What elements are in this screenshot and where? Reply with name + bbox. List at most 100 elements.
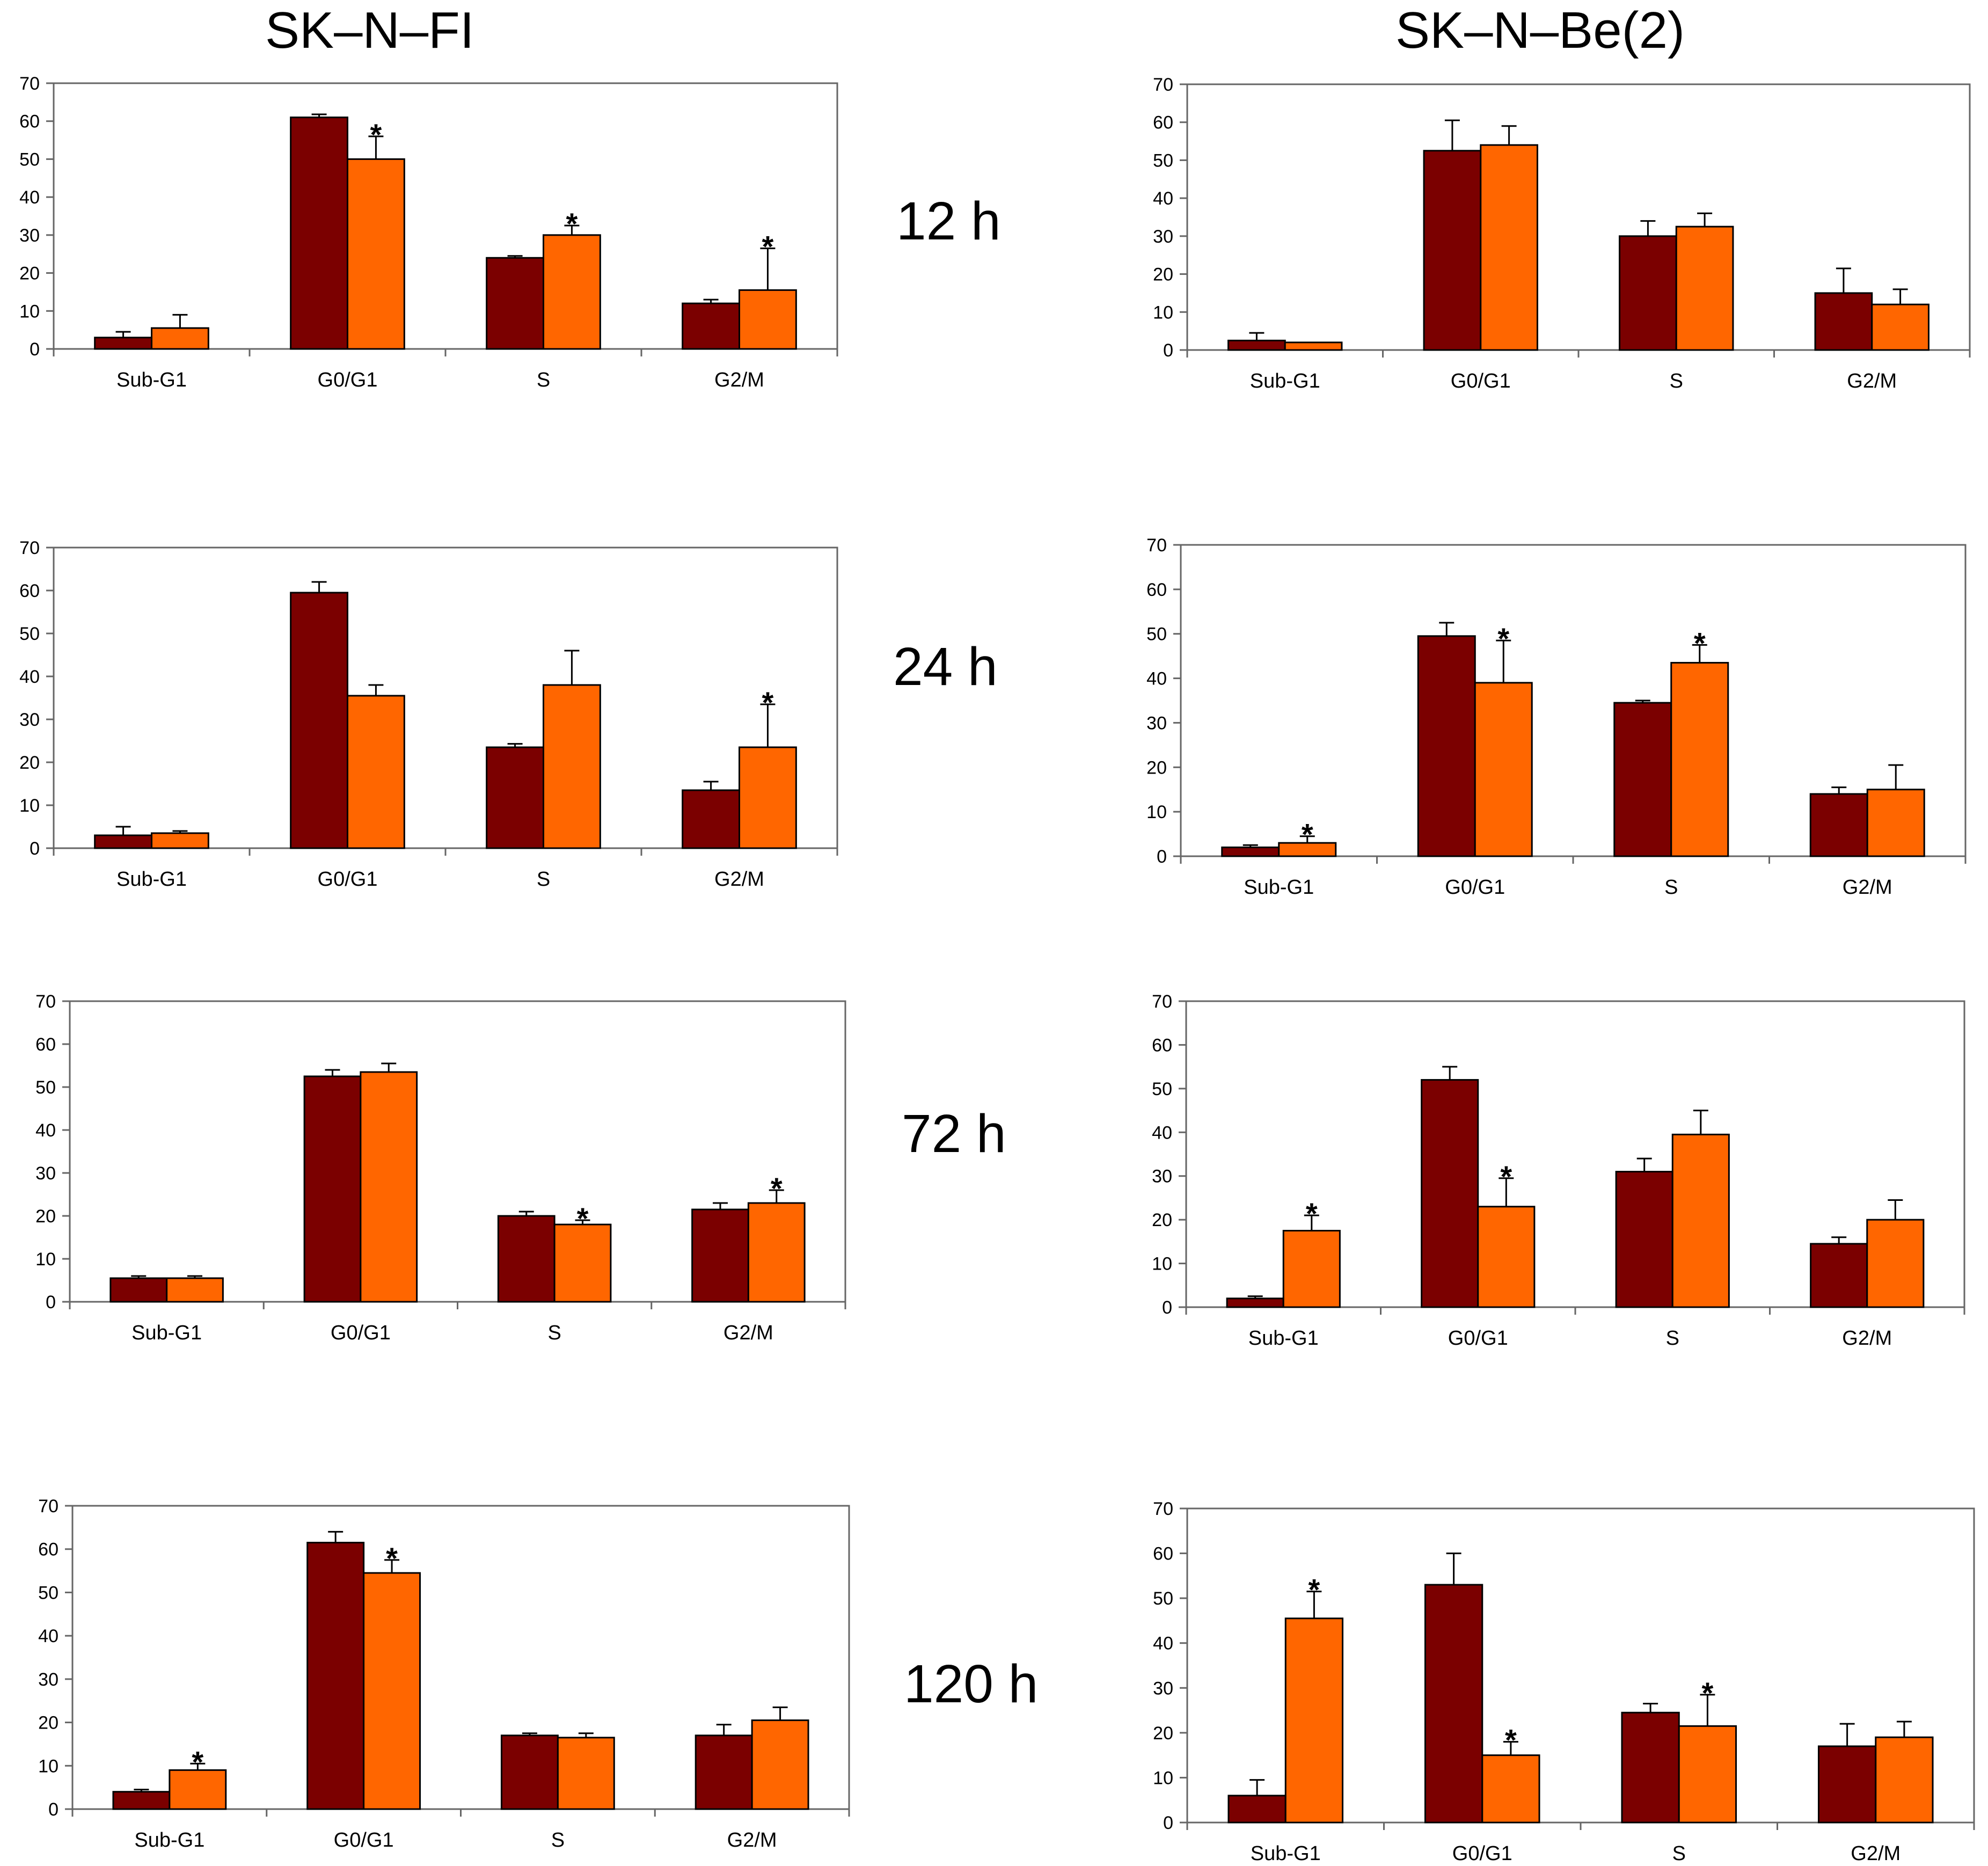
category-label-g0-g1: G0/G1 xyxy=(318,868,378,891)
time-label-72h: 72 h xyxy=(902,1104,1006,1164)
y-tick-label: 30 xyxy=(19,710,40,730)
y-tick-label: 0 xyxy=(46,1292,56,1313)
y-tick-label: 40 xyxy=(1146,669,1167,689)
category-label-g2-m: G2/M xyxy=(1847,370,1897,392)
y-tick-label: 0 xyxy=(48,1799,59,1820)
bar-treated-g2-m xyxy=(751,1719,809,1810)
category-label-s: S xyxy=(1664,876,1678,899)
bar-treated-g0-g1 xyxy=(347,695,405,849)
y-tick-label: 20 xyxy=(1153,265,1173,285)
y-tick-label: 10 xyxy=(1146,802,1167,822)
bar-control-g2-m xyxy=(1810,1243,1868,1308)
y-tick-label: 30 xyxy=(19,225,40,246)
y-tick-label: 70 xyxy=(19,74,40,94)
category-label-g2-m: G2/M xyxy=(1851,1842,1901,1865)
category-label-s: S xyxy=(537,868,550,891)
significance-mark-g2-m: * xyxy=(762,686,774,719)
y-tick-label: 60 xyxy=(35,1034,56,1055)
y-tick-label: 0 xyxy=(1162,1298,1172,1318)
y-tick-label: 10 xyxy=(1153,1768,1173,1788)
bar-control-s xyxy=(486,257,545,350)
y-tick-label: 70 xyxy=(35,992,56,1012)
bar-control-g0-g1 xyxy=(1421,1079,1479,1308)
y-tick-label: 60 xyxy=(19,581,40,601)
category-label-s: S xyxy=(537,369,550,391)
y-tick-label: 70 xyxy=(38,1496,59,1517)
y-tick-label: 60 xyxy=(1153,1544,1173,1564)
y-tick-label: 20 xyxy=(1152,1210,1172,1230)
bar-treated-g0-g1 xyxy=(1474,682,1533,857)
y-tick-label: 40 xyxy=(1153,188,1173,209)
bar-control-g2-m xyxy=(1814,292,1873,351)
y-tick-label: 30 xyxy=(35,1163,56,1184)
bar-control-sub-g1 xyxy=(94,834,152,849)
time-label-24h: 24 h xyxy=(893,637,998,697)
y-tick-label: 50 xyxy=(1153,1588,1173,1609)
y-tick-label: 70 xyxy=(1152,992,1172,1012)
bar-treated-s xyxy=(1678,1725,1737,1824)
bar-treated-sub-g1 xyxy=(151,832,209,849)
category-label-g0-g1: G0/G1 xyxy=(334,1829,394,1852)
y-tick-label: 20 xyxy=(1153,1723,1173,1744)
bar-treated-g0-g1 xyxy=(347,158,405,350)
y-tick-label: 70 xyxy=(1153,75,1173,95)
bar-treated-g2-m xyxy=(747,1202,806,1303)
category-label-g0-g1: G0/G1 xyxy=(331,1322,391,1344)
bar-treated-sub-g1 xyxy=(166,1277,224,1303)
bar-control-sub-g1 xyxy=(1226,1298,1284,1308)
significance-mark-g0-g1: * xyxy=(1500,1160,1512,1193)
y-tick-label: 40 xyxy=(1152,1122,1172,1143)
bar-control-sub-g1 xyxy=(109,1277,168,1303)
time-label-120h: 120 h xyxy=(904,1654,1039,1714)
y-tick-label: 10 xyxy=(35,1249,56,1270)
category-label-g2-m: G2/M xyxy=(1842,1327,1892,1350)
category-label-s: S xyxy=(1670,370,1683,392)
category-label-sub-g1: Sub-G1 xyxy=(116,369,187,391)
bar-treated-g2-m xyxy=(1866,1219,1925,1308)
category-label-g0-g1: G0/G1 xyxy=(1448,1327,1508,1350)
bar-treated-s xyxy=(543,684,601,849)
significance-mark-sub-g1: * xyxy=(1306,1197,1318,1230)
bar-treated-sub-g1 xyxy=(1284,341,1343,351)
category-label-sub-g1: Sub-G1 xyxy=(1244,876,1314,899)
y-tick-label: 0 xyxy=(30,339,40,360)
bar-control-g0-g1 xyxy=(290,592,349,849)
bar-treated-s xyxy=(553,1223,612,1303)
bar-treated-sub-g1 xyxy=(151,327,209,350)
bar-treated-g0-g1 xyxy=(1481,1754,1540,1824)
bar-control-g0-g1 xyxy=(1417,635,1476,857)
bar-treated-g0-g1 xyxy=(1477,1206,1536,1308)
bar-treated-s xyxy=(543,234,601,350)
bar-treated-s xyxy=(557,1737,615,1810)
bar-control-s xyxy=(1615,1171,1673,1308)
y-tick-label: 30 xyxy=(1152,1167,1172,1187)
chart-sk-n-fi-12h: 0 10 20 30 40 50 60 70 Sub-G1 G0/G1 S G2/M * * * xyxy=(19,74,838,391)
y-tick-label: 60 xyxy=(1152,1035,1172,1055)
bar-control-g2-m xyxy=(1809,793,1868,857)
y-tick-label: 70 xyxy=(1146,535,1167,556)
bar-control-g2-m xyxy=(1817,1745,1877,1824)
bar-treated-g2-m xyxy=(1866,789,1925,857)
bar-treated-sub-g1 xyxy=(1284,1617,1344,1824)
y-tick-label: 10 xyxy=(19,796,40,816)
y-tick-label: 50 xyxy=(1153,150,1173,171)
time-label-12h: 12 h xyxy=(896,191,1001,251)
bar-control-g0-g1 xyxy=(306,1542,365,1810)
bar-treated-g2-m xyxy=(1875,1736,1934,1824)
bar-control-s xyxy=(1621,1711,1680,1824)
y-tick-label: 20 xyxy=(1146,757,1167,778)
chart-sk-n-be2-12h: 0 10 20 30 40 50 60 70 Sub-G1 G0/G1 S G2/M xyxy=(1153,75,1971,392)
bar-treated-g2-m xyxy=(739,746,797,849)
category-label-sub-g1: Sub-G1 xyxy=(1248,1327,1319,1350)
column-title-sk-n-fi: SK–N–FI xyxy=(265,2,474,59)
category-label-g2-m: G2/M xyxy=(714,369,764,391)
chart-sk-n-fi-120h: 0 10 20 30 40 50 60 70 Sub-G1 G0/G1 S G2/M * * xyxy=(38,1496,850,1852)
bar-treated-g2-m xyxy=(739,289,797,350)
category-label-sub-g1: Sub-G1 xyxy=(116,868,187,891)
bar-control-g0-g1 xyxy=(1424,1584,1483,1824)
y-tick-label: 30 xyxy=(38,1670,59,1690)
chart-sk-n-be2-24h: 0 10 20 30 40 50 60 70 Sub-G1 G0/G1 S G2/M * * * xyxy=(1146,535,1967,899)
bar-control-g2-m xyxy=(695,1734,753,1810)
bar-control-g0-g1 xyxy=(290,116,349,350)
